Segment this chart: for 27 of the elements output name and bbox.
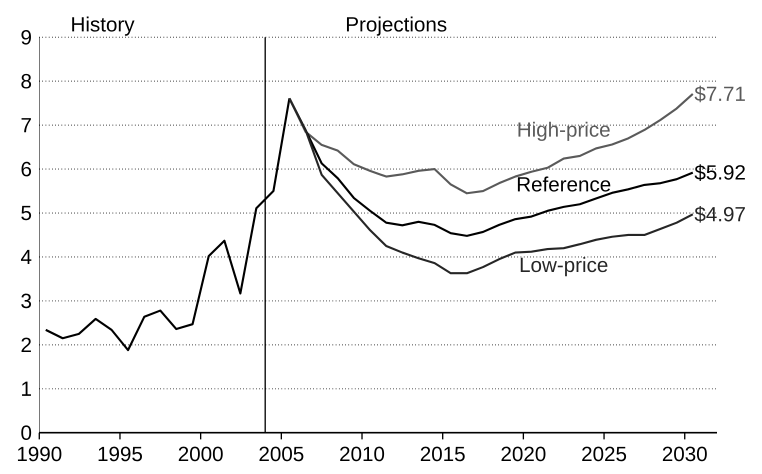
data-label: $4.97 bbox=[694, 206, 745, 223]
text: History bbox=[72, 16, 135, 36]
data-label: $5.92 bbox=[694, 164, 745, 181]
y-tick-label: 5 bbox=[21, 206, 32, 220]
x-tick-label: 2015 bbox=[420, 446, 465, 462]
y-tick-label: 8 bbox=[21, 74, 32, 89]
series-label: Low-price bbox=[520, 257, 608, 276]
y-tick-label: 1 bbox=[22, 382, 31, 396]
x-tick-label: 2020 bbox=[502, 446, 546, 462]
x-tick-label: 2005 bbox=[259, 446, 304, 462]
data-label: $7.71 bbox=[694, 86, 745, 102]
y-tick-label: 9 bbox=[21, 30, 31, 45]
y-tick-label: 6 bbox=[22, 162, 32, 176]
x-tick-label: 1995 bbox=[98, 446, 142, 462]
x-tick-label: 2000 bbox=[178, 446, 223, 462]
y-tick-label: 0 bbox=[21, 425, 32, 440]
y-tick-label: 4 bbox=[20, 250, 32, 264]
series-label: Reference bbox=[518, 176, 610, 192]
x-tick-label: 1990 bbox=[18, 446, 62, 462]
y-tick-label: 2 bbox=[22, 338, 31, 352]
x-tick-label: 2010 bbox=[340, 446, 384, 462]
x-tick-label: 2025 bbox=[582, 446, 626, 462]
y-tick-label: 3 bbox=[21, 294, 32, 308]
y-tick-label: 7 bbox=[22, 118, 31, 132]
series-label: High-price bbox=[518, 122, 610, 141]
x-tick-label: 2030 bbox=[662, 446, 707, 462]
text: Projections bbox=[346, 16, 446, 36]
